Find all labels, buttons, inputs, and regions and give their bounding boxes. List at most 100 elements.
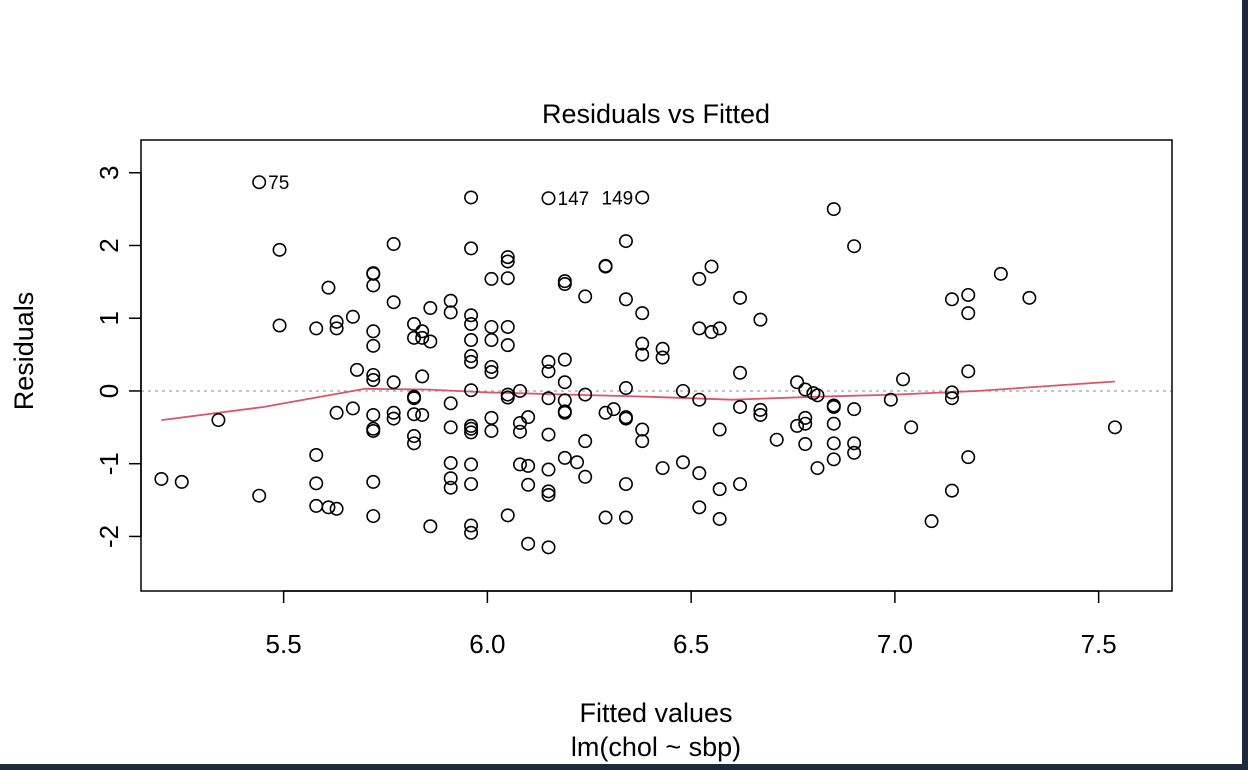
data-point bbox=[570, 455, 585, 470]
data-point bbox=[790, 375, 805, 390]
data-point bbox=[578, 469, 593, 484]
data-point bbox=[753, 312, 768, 327]
data-point bbox=[500, 338, 515, 353]
data-point bbox=[704, 259, 719, 274]
data-point bbox=[484, 365, 499, 380]
data-point bbox=[733, 290, 748, 305]
data-point bbox=[329, 314, 344, 329]
data-point bbox=[329, 405, 344, 420]
data-point bbox=[272, 242, 287, 257]
data-point bbox=[704, 325, 719, 340]
data-point bbox=[692, 500, 707, 515]
data-point bbox=[733, 477, 748, 492]
data-point bbox=[349, 362, 364, 377]
data-point bbox=[961, 287, 976, 302]
points-layer bbox=[154, 175, 1122, 555]
data-point bbox=[521, 536, 536, 551]
data-point bbox=[790, 418, 805, 433]
data-point bbox=[407, 436, 422, 451]
data-point bbox=[541, 484, 556, 499]
data-point bbox=[154, 471, 169, 486]
chart-title: Residuals vs Fitted bbox=[542, 99, 770, 129]
data-point bbox=[464, 317, 479, 332]
data-point bbox=[578, 387, 593, 402]
data-point bbox=[512, 457, 527, 472]
data-point bbox=[464, 190, 479, 205]
data-point bbox=[500, 271, 515, 286]
data-point bbox=[464, 518, 479, 533]
data-point bbox=[635, 190, 650, 205]
data-point bbox=[415, 324, 430, 339]
data-point bbox=[464, 425, 479, 440]
data-point bbox=[692, 466, 707, 481]
data-point bbox=[598, 405, 613, 420]
data-point bbox=[826, 399, 841, 414]
data-point bbox=[521, 477, 536, 492]
data-point bbox=[407, 391, 422, 406]
data-point bbox=[484, 410, 499, 425]
data-point bbox=[541, 427, 556, 442]
data-point bbox=[541, 487, 556, 502]
data-point bbox=[407, 429, 422, 444]
data-point bbox=[443, 480, 458, 495]
data-point bbox=[366, 278, 381, 293]
data-point bbox=[557, 375, 572, 390]
data-point bbox=[798, 437, 813, 452]
data-point bbox=[618, 477, 633, 492]
data-point bbox=[329, 321, 344, 336]
data-point bbox=[443, 420, 458, 435]
data-point bbox=[386, 405, 401, 420]
data-point bbox=[443, 305, 458, 320]
data-point bbox=[366, 367, 381, 382]
data-point bbox=[655, 461, 670, 476]
data-point bbox=[366, 338, 381, 353]
data-point bbox=[464, 383, 479, 398]
data-point bbox=[810, 388, 825, 403]
data-point bbox=[847, 239, 862, 254]
data-point bbox=[769, 432, 784, 447]
y-axis: -2 -1 0 1 2 3 bbox=[94, 165, 142, 548]
data-point bbox=[675, 455, 690, 470]
data-point bbox=[692, 271, 707, 286]
data-point bbox=[598, 510, 613, 525]
smooth-line bbox=[161, 380, 1115, 421]
data-point bbox=[500, 254, 515, 269]
data-point bbox=[712, 321, 727, 336]
data-point bbox=[443, 455, 458, 470]
data-point bbox=[826, 416, 841, 431]
data-point bbox=[961, 306, 976, 321]
x-tick-label: 7.5 bbox=[1081, 629, 1117, 659]
point-label: 147 bbox=[558, 189, 590, 210]
data-point bbox=[798, 416, 813, 431]
data-point bbox=[578, 434, 593, 449]
data-point bbox=[618, 381, 633, 396]
x-axis-subtitle: lm(chol ~ sbp) bbox=[571, 732, 741, 762]
data-point bbox=[826, 202, 841, 217]
data-point bbox=[655, 350, 670, 365]
data-point bbox=[415, 407, 430, 422]
y-tick-label: 2 bbox=[94, 238, 124, 252]
data-point bbox=[252, 488, 267, 503]
data-point bbox=[464, 354, 479, 369]
data-point bbox=[557, 405, 572, 420]
data-point bbox=[557, 277, 572, 292]
data-point bbox=[415, 330, 430, 345]
data-point bbox=[692, 321, 707, 336]
data-point bbox=[386, 237, 401, 252]
data-point bbox=[464, 477, 479, 492]
data-point bbox=[847, 402, 862, 417]
plot-border bbox=[140, 139, 1173, 592]
data-point bbox=[252, 175, 267, 190]
data-point bbox=[386, 375, 401, 390]
y-tick-label: 1 bbox=[94, 311, 124, 325]
data-point bbox=[635, 422, 650, 437]
data-point bbox=[618, 411, 633, 426]
data-point bbox=[500, 390, 515, 405]
data-point bbox=[826, 452, 841, 467]
data-point bbox=[541, 364, 556, 379]
data-point bbox=[557, 274, 572, 289]
data-point bbox=[366, 423, 381, 438]
data-point bbox=[407, 407, 422, 422]
data-point bbox=[635, 434, 650, 449]
